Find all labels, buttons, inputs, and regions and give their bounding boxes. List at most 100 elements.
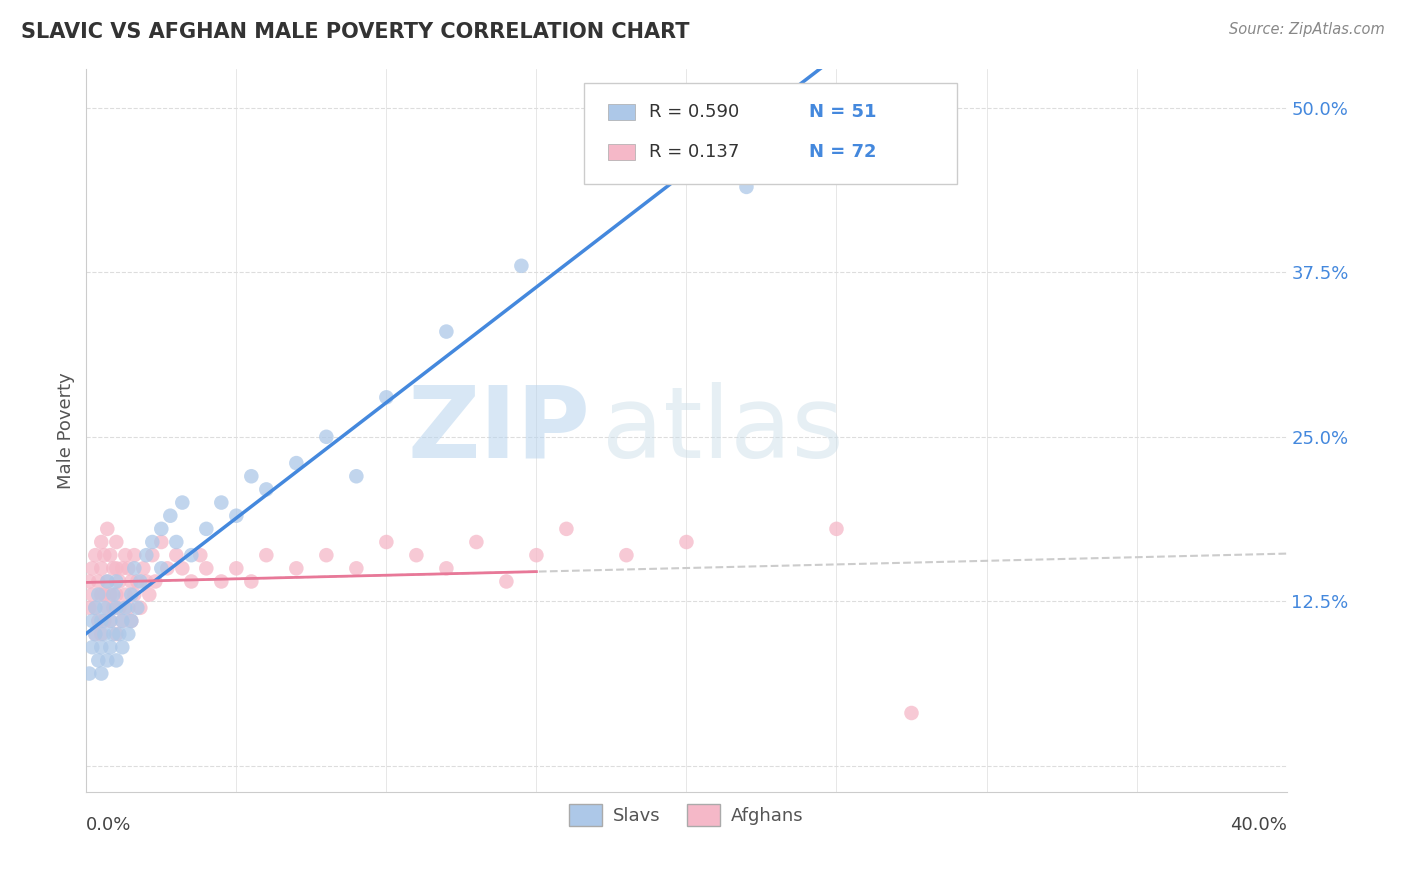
Point: [98, 614, 121, 628]
Text: 0.0%: 0.0%: [86, 815, 132, 834]
Point: [127, 574, 149, 589]
Point: [195, 522, 218, 536]
Point: [82, 640, 104, 655]
Point: [103, 561, 125, 575]
Point: [90, 535, 112, 549]
Point: [103, 627, 125, 641]
Point: [156, 561, 179, 575]
Point: [344, 469, 367, 483]
Point: [98, 640, 121, 655]
Point: [150, 535, 173, 549]
Point: [209, 495, 232, 509]
FancyBboxPatch shape: [585, 83, 956, 185]
Point: [111, 561, 134, 575]
Point: [825, 522, 848, 536]
Point: [108, 627, 131, 641]
Point: [143, 574, 166, 589]
Point: [96, 653, 118, 667]
Point: [129, 600, 152, 615]
Point: [103, 600, 125, 615]
Point: [172, 495, 194, 509]
Point: [159, 508, 181, 523]
Point: [165, 548, 187, 562]
Point: [84, 600, 107, 615]
Legend: Slavs, Afghans: Slavs, Afghans: [562, 797, 811, 833]
Point: [108, 574, 131, 589]
Point: [84, 627, 107, 641]
Point: [209, 574, 232, 589]
Text: N = 51: N = 51: [808, 103, 876, 121]
Point: [93, 588, 115, 602]
Point: [225, 561, 247, 575]
Point: [375, 390, 398, 404]
Point: [434, 561, 457, 575]
Point: [111, 640, 134, 655]
Point: [616, 548, 638, 562]
Point: [735, 180, 758, 194]
Point: [495, 574, 517, 589]
Point: [526, 548, 548, 562]
Point: [124, 588, 146, 602]
Point: [105, 600, 128, 615]
Point: [87, 588, 110, 602]
Point: [87, 653, 110, 667]
Point: [120, 574, 142, 589]
Point: [225, 508, 247, 523]
Point: [510, 259, 533, 273]
Y-axis label: Male Poverty: Male Poverty: [58, 372, 75, 489]
Text: 40.0%: 40.0%: [1230, 815, 1286, 834]
Point: [375, 535, 398, 549]
Point: [120, 588, 142, 602]
Point: [434, 325, 457, 339]
Text: R = 0.137: R = 0.137: [650, 143, 740, 161]
Text: ZIP: ZIP: [408, 382, 591, 479]
Point: [105, 653, 128, 667]
Point: [79, 600, 101, 615]
Point: [93, 627, 115, 641]
Text: R = 0.590: R = 0.590: [650, 103, 740, 121]
Point: [103, 588, 125, 602]
Point: [93, 548, 115, 562]
Point: [84, 627, 107, 641]
Point: [105, 574, 128, 589]
Point: [254, 483, 277, 497]
Point: [120, 614, 142, 628]
Point: [127, 600, 149, 615]
Point: [82, 588, 104, 602]
Point: [105, 561, 128, 575]
Point: [138, 588, 160, 602]
Point: [108, 600, 131, 615]
Point: [82, 614, 104, 628]
Point: [90, 627, 112, 641]
Point: [117, 600, 139, 615]
Point: [150, 561, 173, 575]
Point: [124, 561, 146, 575]
Point: [240, 574, 263, 589]
Point: [117, 627, 139, 641]
Point: [93, 614, 115, 628]
Point: [405, 548, 427, 562]
Point: [135, 548, 157, 562]
Point: [90, 614, 112, 628]
Point: [90, 666, 112, 681]
Point: [465, 535, 488, 549]
Point: [150, 522, 173, 536]
Point: [87, 614, 110, 628]
Point: [96, 522, 118, 536]
Point: [87, 574, 110, 589]
Point: [114, 600, 136, 615]
Point: [141, 548, 163, 562]
Point: [285, 561, 308, 575]
Text: Source: ZipAtlas.com: Source: ZipAtlas.com: [1229, 22, 1385, 37]
Point: [96, 574, 118, 589]
Point: [84, 600, 107, 615]
Point: [105, 535, 128, 549]
Point: [900, 706, 922, 720]
Point: [111, 614, 134, 628]
Point: [165, 535, 187, 549]
Point: [180, 548, 202, 562]
Point: [135, 574, 157, 589]
Text: SLAVIC VS AFGHAN MALE POVERTY CORRELATION CHART: SLAVIC VS AFGHAN MALE POVERTY CORRELATIO…: [21, 22, 689, 42]
Point: [96, 600, 118, 615]
Point: [79, 574, 101, 589]
